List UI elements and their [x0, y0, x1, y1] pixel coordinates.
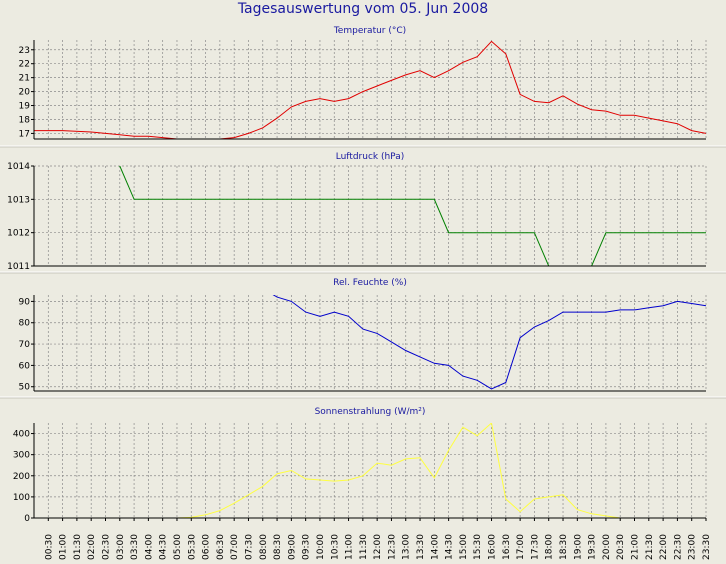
x-tick-label: 03:30: [130, 534, 140, 560]
x-tick-label: 17:00: [516, 534, 526, 560]
chart-panel-1: Temperatur (°C) 17 18 19 20 21 22 23: [19, 26, 707, 140]
y-tick-label: 21: [19, 74, 30, 84]
x-tick-label: 16:30: [502, 534, 512, 560]
panel-title: Temperatur (°C): [333, 26, 406, 36]
x-tick-label: 18:30: [559, 534, 569, 560]
chart-panel-2: Luftdruck (hPa) 1011 1012 1013 1014: [7, 152, 707, 272]
y-tick-label: 70: [19, 340, 31, 350]
x-tick-label: 07:30: [244, 534, 254, 560]
x-tick-label: 16:00: [488, 534, 498, 560]
x-tick-label: 02:00: [87, 534, 97, 560]
x-tick-label: 22:30: [673, 534, 683, 560]
x-tick-label: 10:00: [316, 534, 326, 560]
x-tick-label: 01:30: [73, 534, 83, 560]
y-tick-label: 17: [19, 129, 30, 139]
y-tick-label: 400: [13, 430, 30, 440]
x-tick-label: 13:00: [402, 534, 412, 560]
x-tick-label: 03:00: [116, 534, 126, 560]
x-tick-label: 04:00: [144, 534, 154, 560]
y-tick-label: 80: [19, 319, 31, 329]
x-tick-label: 06:00: [202, 534, 212, 560]
panel-title: Rel. Feuchte (%): [333, 278, 407, 288]
x-tick-label: 11:30: [359, 534, 369, 560]
y-tick-label: 20: [19, 88, 31, 98]
y-tick-label: 18: [19, 115, 31, 125]
panel-title: Luftdruck (hPa): [336, 152, 405, 162]
page-title: Tagesauswertung vom 05. Jun 2008: [237, 1, 489, 17]
panel-title: Sonnenstrahlung (W/m²): [315, 407, 426, 417]
series-line: [272, 295, 706, 390]
series-line: [34, 40, 706, 139]
y-tick-label: 22: [19, 60, 30, 70]
x-tick-label: 22:00: [659, 534, 669, 560]
y-tick-label: 19: [19, 102, 31, 112]
x-tick-label: 15:00: [459, 534, 469, 560]
x-tick-label: 00:30: [44, 534, 54, 560]
series-line: [34, 423, 706, 518]
y-tick-label: 1012: [7, 229, 30, 239]
x-tick-label: 08:30: [273, 534, 283, 560]
x-tick-label: 05:30: [187, 534, 197, 560]
x-tick-label: 06:30: [216, 534, 226, 560]
y-tick-label: 90: [19, 297, 31, 307]
y-tick-label: 300: [13, 451, 30, 461]
series-line: [118, 166, 706, 266]
y-tick-label: 23: [19, 46, 30, 56]
x-tick-label: 15:30: [473, 534, 483, 560]
x-tick-label: 19:00: [573, 534, 583, 560]
y-tick-label: 0: [24, 514, 30, 524]
x-tick-label: 20:30: [616, 534, 626, 560]
y-tick-label: 1011: [7, 262, 30, 272]
x-tick-label: 01:00: [59, 534, 69, 560]
x-tick-label: 10:30: [330, 534, 340, 560]
x-tick-label: 13:30: [416, 534, 426, 560]
y-tick-label: 200: [13, 472, 30, 482]
x-tick-label: 14:30: [445, 534, 455, 560]
x-tick-label: 02:30: [101, 534, 111, 560]
y-tick-label: 100: [13, 493, 30, 503]
x-tick-label: 05:00: [173, 534, 183, 560]
x-tick-label: 04:30: [159, 534, 169, 560]
y-tick-label: 1013: [7, 195, 30, 205]
x-tick-label: 09:30: [302, 534, 312, 560]
chart-panel-3: Rel. Feuchte (%) 50 60 70 80 90: [19, 278, 707, 393]
x-tick-label: 21:30: [645, 534, 655, 560]
x-tick-label: 12:00: [373, 534, 383, 560]
x-tick-label: 23:30: [702, 534, 712, 560]
x-tick-label: 18:00: [545, 534, 555, 560]
x-tick-label: 23:00: [688, 534, 698, 560]
x-tick-label: 20:00: [602, 534, 612, 560]
x-tick-label: 19:30: [588, 534, 598, 560]
x-tick-label: 11:00: [345, 534, 355, 560]
x-tick-label: 17:30: [530, 534, 540, 560]
y-tick-label: 1014: [7, 162, 30, 172]
y-tick-label: 60: [19, 361, 31, 371]
x-tick-label: 12:30: [387, 534, 397, 560]
x-tick-label: 08:00: [259, 534, 269, 560]
chart-panel-4: Sonnenstrahlung (W/m²) 0 100 200 300 400: [13, 407, 707, 524]
y-tick-label: 50: [19, 383, 31, 393]
x-tick-label: 14:00: [430, 534, 440, 560]
x-tick-label: 09:00: [287, 534, 297, 560]
x-tick-label: 21:00: [631, 534, 641, 560]
x-tick-label: 07:00: [230, 534, 240, 560]
